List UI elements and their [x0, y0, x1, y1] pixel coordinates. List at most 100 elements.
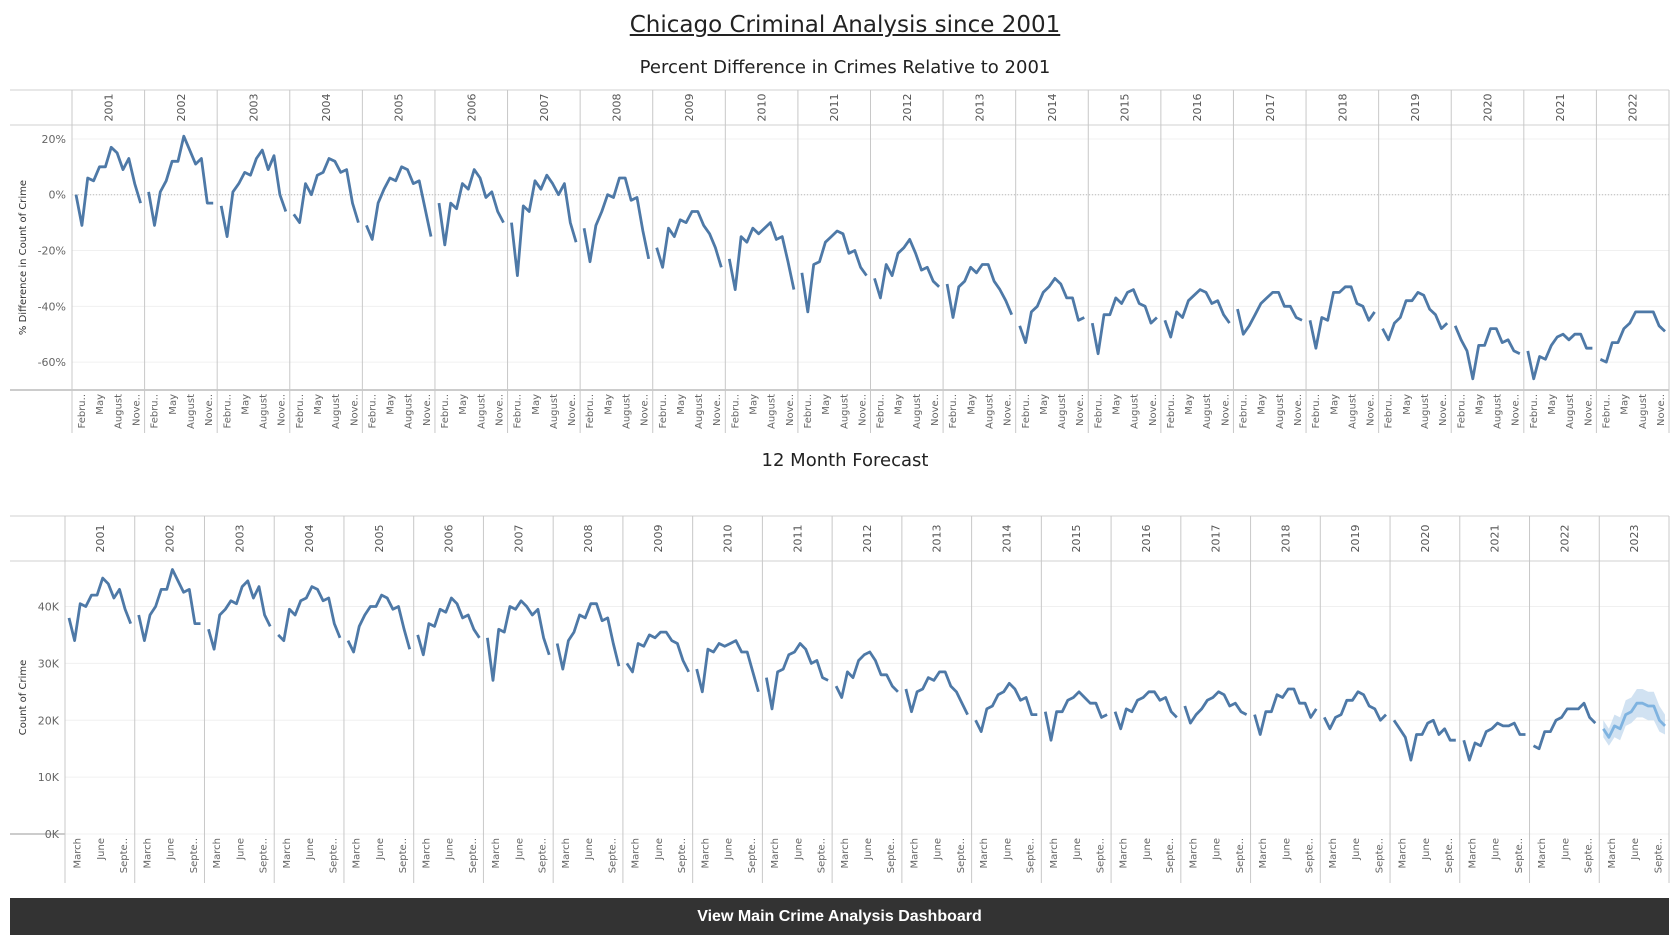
month-tick-label: June	[305, 838, 316, 861]
month-tick-label: June	[1281, 838, 1292, 861]
month-tick-label: Septe..	[677, 838, 688, 873]
series-line-2020	[1392, 718, 1456, 762]
month-tick-label: May	[894, 394, 905, 415]
month-tick-label: Febru..	[513, 394, 524, 429]
month-tick-label: Nove..	[1148, 394, 1159, 426]
month-tick-label: March	[1467, 838, 1478, 868]
month-tick-label: Febru..	[1456, 394, 1467, 429]
month-tick-label: May	[821, 394, 832, 415]
month-tick-label: Febru..	[295, 394, 306, 429]
series-line-2005	[365, 165, 433, 241]
column-header-year: 2018	[1336, 94, 1349, 122]
month-tick-label: Febru..	[1529, 394, 1540, 429]
month-tick-label: August	[912, 394, 923, 429]
column-header-year: 2009	[652, 525, 665, 553]
column-header-year: 2002	[164, 525, 177, 553]
month-tick-label: March	[421, 838, 432, 868]
month-tick-label: Septe..	[607, 838, 618, 873]
forecast-line	[1602, 701, 1666, 739]
month-tick-label: May	[966, 394, 977, 415]
month-tick-label: June	[1142, 838, 1153, 861]
series-line-2003	[219, 148, 288, 239]
month-tick-label: May	[1402, 394, 1413, 415]
view-main-dashboard-button[interactable]: View Main Crime Analysis Dashboard	[10, 898, 1669, 935]
month-tick-label: August	[1275, 394, 1286, 429]
month-tick-label: March	[1119, 838, 1130, 868]
month-tick-label: May	[1547, 394, 1558, 415]
month-tick-label: Febru..	[876, 394, 887, 429]
column-header-year: 2007	[512, 525, 525, 553]
column-header-year: 2021	[1554, 94, 1567, 122]
series-line-2011	[800, 229, 868, 314]
month-tick-label: June	[724, 838, 735, 861]
month-tick-label: Septe..	[1444, 838, 1455, 873]
month-tick-label: Septe..	[1584, 838, 1595, 873]
month-tick-label: Nove..	[422, 394, 433, 426]
month-tick-label: May	[531, 394, 542, 415]
series-line-2021	[1526, 332, 1593, 381]
month-tick-label: Septe..	[1026, 838, 1037, 873]
month-tick-label: Febru..	[150, 394, 161, 429]
series-line-2012	[834, 650, 899, 699]
month-tick-label: Nove..	[1366, 394, 1377, 426]
series-line-2018	[1253, 687, 1318, 736]
month-tick-label: June	[1072, 838, 1083, 861]
column-header-year: 2007	[538, 94, 551, 122]
column-header-year: 2009	[683, 94, 696, 122]
month-tick-label: Nove..	[640, 394, 651, 426]
y-tick-label: -20%	[38, 245, 66, 258]
series-line-2013	[904, 670, 969, 716]
month-tick-label: August	[839, 394, 850, 429]
column-header-year: 2006	[465, 94, 478, 122]
series-line-2014	[1018, 276, 1085, 345]
month-tick-label: Septe..	[538, 838, 549, 873]
month-tick-label: May	[168, 394, 179, 415]
column-header-year: 2003	[247, 94, 260, 122]
month-tick-label: March	[700, 838, 711, 868]
month-tick-label: June	[96, 838, 107, 861]
month-tick-label: Septe..	[119, 838, 130, 873]
month-tick-label: March	[770, 838, 781, 868]
series-line-2013	[945, 263, 1013, 319]
y-axis-title: Count of Crime	[18, 660, 29, 735]
month-tick-label: Febru..	[585, 394, 596, 429]
month-tick-label: August	[1493, 394, 1504, 429]
column-header-year: 2016	[1191, 94, 1204, 122]
series-line-2019	[1323, 690, 1387, 731]
column-header-year: 2005	[393, 94, 406, 122]
month-tick-label: March	[142, 838, 153, 868]
month-tick-label: May	[458, 394, 469, 415]
month-tick-label: June	[445, 838, 456, 861]
month-tick-label: August	[331, 394, 342, 429]
month-tick-label: May	[1039, 394, 1050, 415]
series-line-2006	[437, 168, 505, 247]
month-tick-label: August	[259, 394, 270, 429]
month-tick-label: Febru..	[1239, 394, 1250, 429]
month-tick-label: June	[1002, 838, 1013, 861]
month-tick-label: June	[1630, 838, 1641, 861]
month-tick-label: Septe..	[1305, 838, 1316, 873]
month-tick-label: March	[352, 838, 363, 868]
y-tick-label: 10K	[38, 771, 60, 784]
month-tick-label: March	[73, 838, 84, 868]
month-tick-label: Febru..	[803, 394, 814, 429]
month-tick-label: Febru..	[367, 394, 378, 429]
column-header-year: 2010	[756, 94, 769, 122]
month-tick-label: Septe..	[1095, 838, 1106, 873]
month-tick-label: May	[749, 394, 760, 415]
column-header-year: 2019	[1409, 94, 1422, 122]
month-tick-label: Febru..	[948, 394, 959, 429]
forecast-band	[1603, 689, 1665, 746]
series-line-2014	[974, 681, 1038, 734]
month-tick-label: Nove..	[277, 394, 288, 426]
month-tick-label: March	[212, 838, 223, 868]
month-tick-label: Septe..	[398, 838, 409, 873]
column-header-year: 2012	[901, 94, 914, 122]
month-tick-label: June	[1212, 838, 1223, 861]
month-tick-label: June	[1560, 838, 1571, 861]
month-tick-label: June	[933, 838, 944, 861]
series-line-2002	[147, 134, 214, 227]
column-header-year: 2015	[1119, 94, 1132, 122]
month-tick-label: Septe..	[468, 838, 479, 873]
month-tick-label: Septe..	[259, 838, 270, 873]
